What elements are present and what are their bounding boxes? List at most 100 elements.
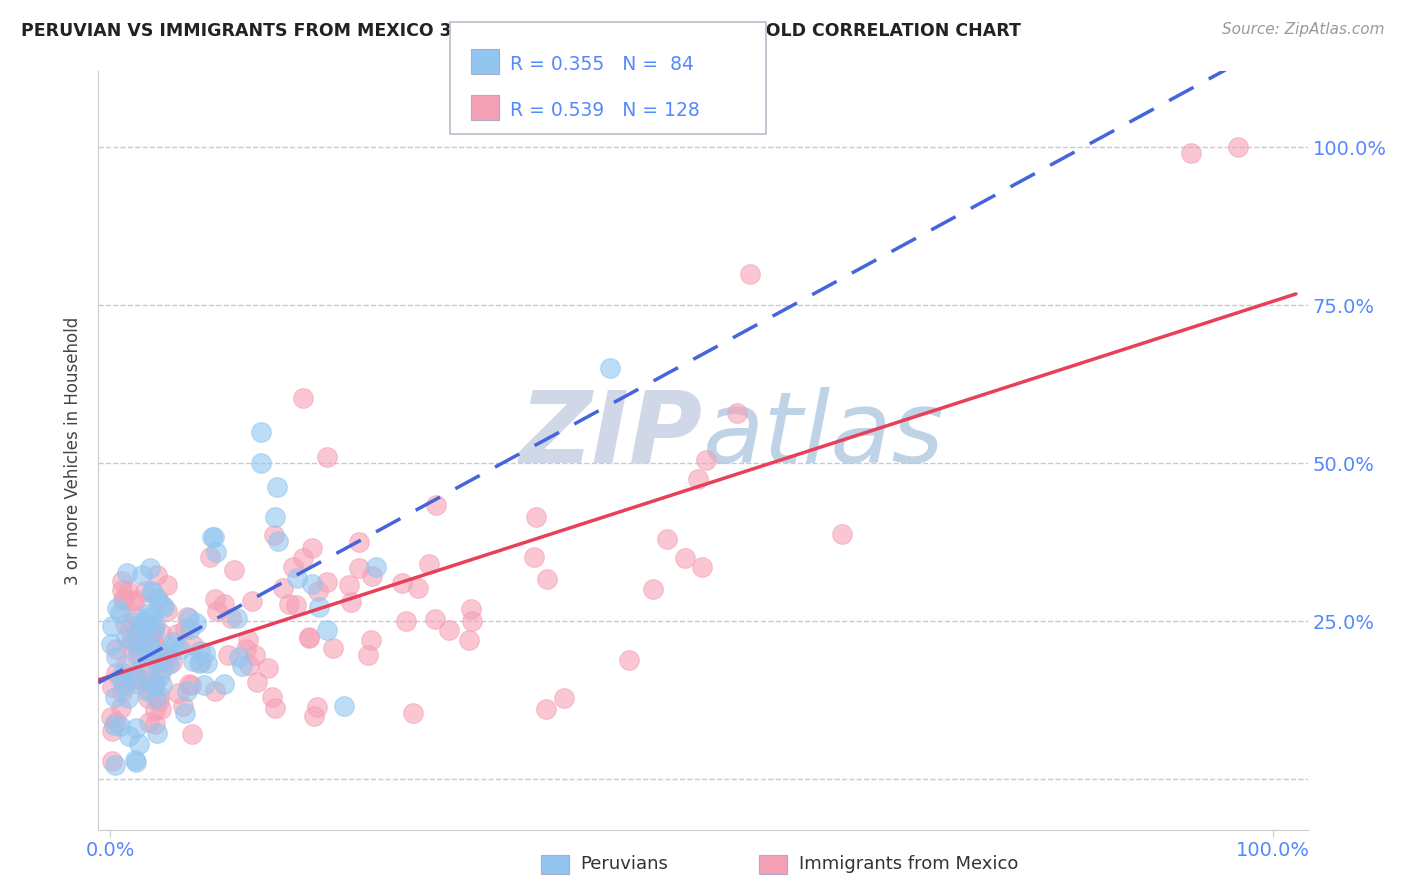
- Point: [146, 726, 169, 740]
- Point: [111, 574, 134, 589]
- Point: [302, 708, 325, 723]
- Point: [831, 526, 853, 541]
- Text: R = 0.539   N = 128: R = 0.539 N = 128: [510, 102, 700, 120]
- Point: [111, 665, 134, 680]
- Point: [349, 534, 371, 549]
- Point: [219, 611, 242, 625]
- Point: [361, 569, 384, 583]
- Point: [153, 649, 176, 664]
- Point: [105, 601, 128, 615]
- Point: [138, 640, 160, 654]
- Point: [142, 633, 165, 648]
- Point: [235, 641, 257, 656]
- Point: [148, 593, 170, 607]
- Point: [136, 684, 159, 698]
- Point: [104, 650, 127, 665]
- Point: [176, 684, 198, 698]
- Point: [173, 622, 195, 636]
- Point: [110, 701, 132, 715]
- Point: [141, 583, 163, 598]
- Point: [150, 662, 173, 676]
- Point: [143, 703, 166, 717]
- Point: [226, 611, 249, 625]
- Point: [402, 706, 425, 720]
- Point: [121, 634, 143, 648]
- Point: [278, 597, 301, 611]
- Point: [523, 549, 546, 564]
- Point: [138, 714, 160, 729]
- Point: [655, 533, 678, 547]
- Point: [200, 550, 222, 565]
- Point: [357, 648, 380, 662]
- Point: [153, 600, 176, 615]
- Point: [172, 698, 194, 713]
- Point: [125, 676, 148, 690]
- Point: [127, 625, 149, 640]
- Point: [125, 640, 148, 654]
- Point: [128, 673, 150, 687]
- Point: [204, 592, 226, 607]
- Point: [285, 571, 308, 585]
- Point: [228, 650, 250, 665]
- Point: [101, 754, 124, 768]
- Point: [118, 729, 141, 743]
- Point: [391, 575, 413, 590]
- Point: [267, 534, 290, 549]
- Point: [193, 646, 215, 660]
- Point: [112, 593, 135, 607]
- Point: [162, 634, 184, 648]
- Text: PERUVIAN VS IMMIGRANTS FROM MEXICO 3 OR MORE VEHICLES IN HOUSEHOLD CORRELATION C: PERUVIAN VS IMMIGRANTS FROM MEXICO 3 OR …: [21, 22, 1021, 40]
- Point: [193, 678, 215, 692]
- Point: [141, 607, 163, 622]
- Point: [316, 450, 339, 464]
- Point: [150, 599, 173, 613]
- Point: [122, 672, 145, 686]
- Point: [100, 709, 122, 723]
- Point: [136, 610, 159, 624]
- Point: [347, 561, 370, 575]
- Point: [301, 541, 323, 556]
- Point: [298, 631, 321, 645]
- Point: [115, 632, 138, 646]
- Point: [143, 624, 166, 638]
- Point: [180, 727, 202, 741]
- Point: [122, 668, 145, 682]
- Point: [204, 545, 226, 559]
- Point: [260, 690, 283, 705]
- Point: [180, 677, 202, 691]
- Point: [143, 677, 166, 691]
- Point: [124, 593, 146, 607]
- Point: [643, 582, 665, 596]
- Point: [128, 648, 150, 662]
- Point: [156, 604, 179, 618]
- Point: [695, 453, 717, 467]
- Point: [181, 654, 204, 668]
- Point: [100, 680, 122, 694]
- Point: [167, 686, 190, 700]
- Point: [201, 530, 224, 544]
- Point: [150, 678, 173, 692]
- Point: [117, 583, 139, 598]
- Point: [100, 724, 122, 739]
- Point: [134, 584, 156, 599]
- Point: [322, 640, 344, 655]
- Point: [264, 509, 287, 524]
- Point: [458, 633, 481, 648]
- Point: [143, 620, 166, 634]
- Point: [283, 559, 305, 574]
- Point: [360, 633, 382, 648]
- Point: [111, 685, 134, 699]
- Point: [179, 611, 201, 625]
- Point: [127, 649, 149, 664]
- Point: [156, 653, 179, 667]
- Point: [136, 691, 159, 706]
- Point: [118, 624, 141, 638]
- Point: [136, 607, 159, 622]
- Point: [148, 694, 170, 708]
- Point: [238, 657, 260, 672]
- Point: [143, 678, 166, 692]
- Point: [308, 600, 330, 615]
- Point: [124, 753, 146, 767]
- Point: [316, 574, 339, 589]
- Point: [264, 701, 287, 715]
